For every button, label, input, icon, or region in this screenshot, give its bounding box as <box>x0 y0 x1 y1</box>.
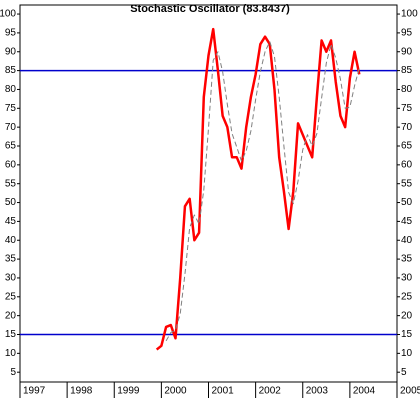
y-tick-label: 15 <box>5 329 17 340</box>
y-tick-label: 95 <box>5 28 17 39</box>
y-tick-label-right: 10 <box>401 348 413 359</box>
y-tick-label-right: 70 <box>401 122 413 133</box>
x-tick-label: 1997 <box>23 386 46 397</box>
x-tick-label: 2004 <box>353 386 376 397</box>
y-tick-label-right: 5 <box>401 367 407 378</box>
y-tick-label-right: 55 <box>401 178 413 189</box>
y-tick-label-right: 20 <box>401 310 413 321</box>
y-tick-label-right: 60 <box>401 159 413 170</box>
x-tick-label: 2001 <box>212 386 235 397</box>
y-tick-label-right: 25 <box>401 291 413 302</box>
y-tick-label: 100 <box>0 9 16 20</box>
y-tick-label-right: 85 <box>401 65 413 76</box>
y-tick-label-right: 40 <box>401 235 413 246</box>
y-tick-label: 40 <box>5 235 17 246</box>
y-tick-label-right: 30 <box>401 273 413 284</box>
x-tick-label: 1998 <box>70 386 93 397</box>
y-tick-label: 75 <box>5 103 17 114</box>
y-tick-label-right: 65 <box>401 141 413 152</box>
chart-title: Stochastic Oscillator (83.8437) <box>130 3 290 15</box>
y-tick-label-right: 75 <box>401 103 413 114</box>
y-tick-label: 5 <box>10 367 16 378</box>
y-tick-label-right: 45 <box>401 216 413 227</box>
y-tick-label-right: 90 <box>401 46 413 57</box>
y-tick-label: 60 <box>5 159 17 170</box>
y-tick-label: 50 <box>5 197 17 208</box>
y-tick-label-right: 15 <box>401 329 413 340</box>
series-line <box>165 41 360 342</box>
y-tick-label: 90 <box>5 46 17 57</box>
x-tick-label: 2002 <box>259 386 282 397</box>
x-tick-label: 2000 <box>164 386 187 397</box>
y-tick-label: 80 <box>5 84 17 95</box>
x-tick-label: 2005 <box>400 386 420 397</box>
y-tick-label-right: 80 <box>401 84 413 95</box>
x-tick-label: 1999 <box>117 386 140 397</box>
x-tick-label: 2003 <box>306 386 329 397</box>
y-tick-label: 35 <box>5 254 17 265</box>
y-tick-label: 70 <box>5 122 17 133</box>
y-tick-label: 55 <box>5 178 17 189</box>
y-tick-label: 65 <box>5 141 17 152</box>
y-tick-label: 10 <box>5 348 17 359</box>
y-tick-label: 45 <box>5 216 17 227</box>
y-tick-label: 20 <box>5 310 17 321</box>
series-line <box>155 27 361 351</box>
y-tick-label: 30 <box>5 273 17 284</box>
y-tick-label-right: 100 <box>401 9 418 20</box>
y-tick-label-right: 35 <box>401 254 413 265</box>
y-tick-label-right: 95 <box>401 28 413 39</box>
y-tick-label: 85 <box>5 65 17 76</box>
y-tick-label-right: 50 <box>401 197 413 208</box>
y-tick-label: 25 <box>5 291 17 302</box>
